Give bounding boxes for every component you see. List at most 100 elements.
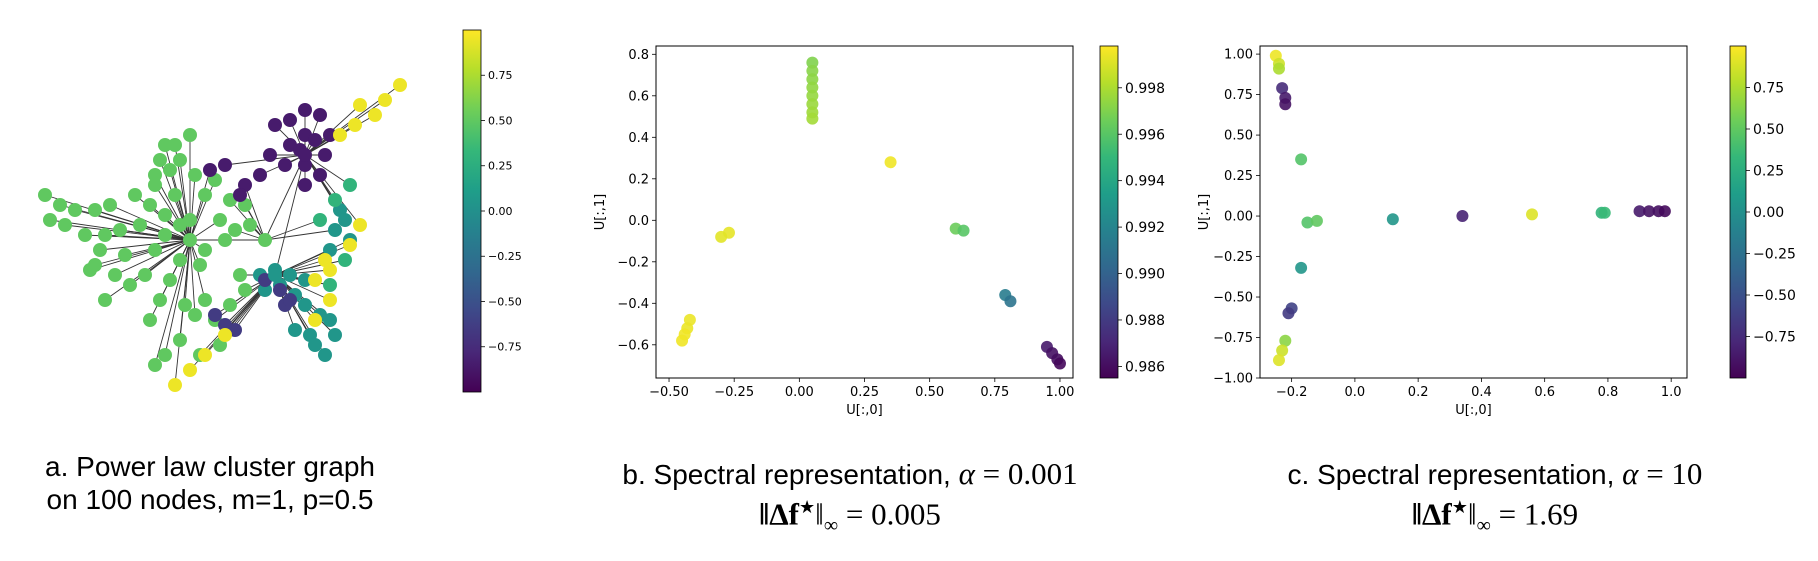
data-point — [1301, 216, 1314, 229]
caption-c-norm: ‖Δf — [1411, 496, 1452, 532]
graph-node — [178, 298, 192, 312]
graph-node — [148, 358, 162, 372]
data-point — [1456, 210, 1469, 223]
x-tick-label: 0.0 — [1345, 385, 1366, 400]
graph-edge — [244, 184, 266, 241]
graph-node — [163, 163, 177, 177]
graph-edge — [189, 179, 216, 241]
graph-node — [233, 268, 247, 282]
caption-b-alpha-value: = 0.001 — [974, 456, 1078, 491]
graph-node — [198, 188, 212, 202]
graph-node — [313, 213, 327, 227]
colorbar-tick-label: 0.990 — [1125, 267, 1165, 283]
graph-node — [378, 93, 392, 107]
graph-node — [323, 128, 337, 142]
caption-b-line1: b. Spectral representation, α = 0.001 — [560, 457, 1140, 491]
graph-node — [348, 118, 362, 132]
graph-node — [298, 148, 312, 162]
x-tick-label: −0.25 — [714, 385, 754, 400]
graph-edge — [144, 239, 191, 276]
graph-node — [268, 118, 282, 132]
graph-node — [298, 298, 312, 312]
caption-c-norm-value: = 1.69 — [1490, 496, 1579, 532]
caption-b-inf: ∞ — [823, 514, 839, 537]
graph-node — [218, 233, 232, 247]
graph-node — [153, 293, 167, 307]
graph-node — [338, 213, 352, 227]
caption-c-star: ★ — [1451, 497, 1468, 517]
graph-node — [323, 278, 337, 292]
graph-node — [173, 253, 187, 267]
graph-node — [38, 188, 52, 202]
y-tick-label: −1.00 — [1213, 372, 1253, 387]
graph-node — [168, 138, 182, 152]
caption-a-line1: a. Power law cluster graph — [45, 451, 375, 482]
x-tick-label: 0.50 — [915, 385, 944, 400]
colorbar-c: 0.75 0.50 0.25 0.00 −0.25 −0.50 −0.75 — [1729, 45, 1796, 379]
data-point — [1310, 214, 1323, 227]
graph-node — [163, 273, 177, 287]
colorbar-tick-label: −0.25 — [488, 250, 522, 263]
colorbar-a: 0.75 0.50 0.25 0.00 −0.25 −0.50 −0.75 — [462, 29, 522, 393]
y-axis-label: U[:,1] — [1197, 194, 1212, 230]
colorbar-tick-label: 0.25 — [488, 160, 513, 173]
colorbar-tick-label: 0.75 — [1753, 81, 1784, 97]
colorbar-tick-label: 0.986 — [1125, 359, 1165, 375]
data-point — [1279, 98, 1292, 111]
data-point — [1643, 205, 1656, 218]
graph-node — [188, 308, 202, 322]
colorbar-tick-label: 0.50 — [488, 114, 513, 127]
y-tick-label: 0.25 — [1224, 169, 1253, 184]
caption-c-alpha: α — [1622, 456, 1639, 491]
data-point — [1276, 344, 1289, 357]
graph-node — [158, 208, 172, 222]
graph-node — [148, 178, 162, 192]
graph-node — [313, 108, 327, 122]
graph-node — [58, 218, 72, 232]
graph-node — [143, 198, 157, 212]
data-point — [1526, 208, 1539, 221]
data-point — [1658, 205, 1671, 218]
graph-node — [153, 153, 167, 167]
graph-node — [318, 148, 332, 162]
data-point — [806, 73, 819, 86]
graph-node — [193, 258, 207, 272]
graph-node — [168, 188, 182, 202]
colorbar-tick-label: −0.50 — [488, 295, 522, 308]
colorbar-tick-label: 0.00 — [488, 205, 513, 218]
data-point — [1053, 357, 1066, 370]
graph-edge — [224, 154, 306, 166]
x-tick-label: −0.2 — [1276, 385, 1308, 400]
graph-node — [298, 178, 312, 192]
x-tick-label: 1.00 — [1045, 385, 1074, 400]
graph-node — [213, 213, 227, 227]
caption-b-star: ★ — [798, 497, 816, 517]
data-point — [715, 230, 728, 243]
x-axis-label: U[:,0] — [846, 403, 882, 418]
graph-node — [323, 313, 337, 327]
data-point — [806, 89, 819, 102]
graph-node — [88, 203, 102, 217]
graph-node — [198, 243, 212, 257]
caption-b-norm: ‖Δf — [759, 496, 799, 532]
graph-node — [188, 168, 202, 182]
graph-node — [283, 268, 297, 282]
graph-edge — [274, 274, 331, 301]
data-point — [1004, 295, 1017, 308]
caption-c-text: c. Spectral representation, — [1287, 459, 1623, 490]
graph-node — [333, 128, 347, 142]
plot-frame — [655, 45, 1074, 379]
graph-node — [158, 228, 172, 242]
y-tick-label: 0.8 — [628, 48, 649, 63]
graph-node — [98, 228, 112, 242]
data-point — [806, 56, 819, 69]
data-point — [1276, 82, 1289, 95]
scatter-plot-b: −0.50 −0.25 0.00 0.25 0.50 0.75 1.00 −0.6 −0.4 −0… — [593, 45, 1074, 418]
colorbar-tick-label: −0.75 — [488, 341, 522, 354]
graph-node — [173, 333, 187, 347]
graph-edge — [264, 229, 336, 241]
graph-node — [328, 193, 342, 207]
colorbar-tick-label: 0.994 — [1125, 174, 1165, 190]
graph-node — [53, 198, 67, 212]
graph-node — [313, 168, 327, 182]
